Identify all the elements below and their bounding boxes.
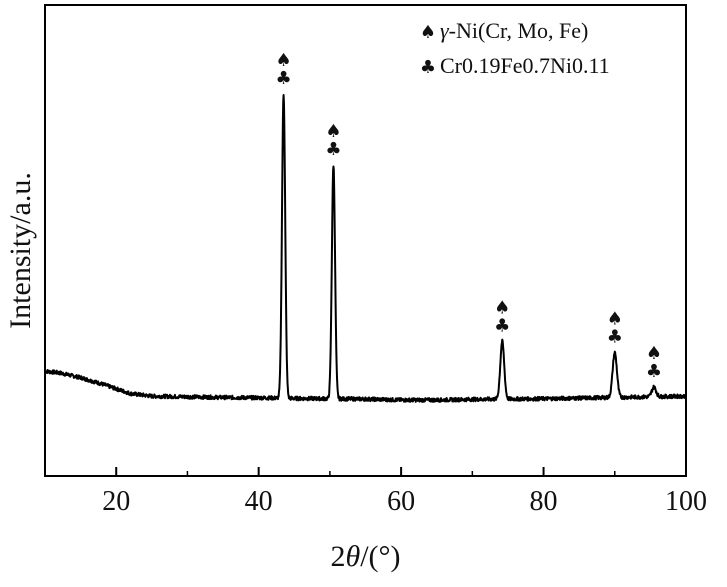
spade-icon: ♠ — [420, 22, 436, 43]
xrd-pattern-line — [44, 94, 687, 403]
x-tick-label-60: 60 — [387, 486, 415, 517]
spade-icon-peak-3: ♠ — [494, 297, 510, 318]
spade-icon-peak-4: ♠ — [607, 309, 623, 330]
axis-labels: 2θ/(°) Intensity/a.u. — [4, 172, 401, 573]
club-icon-peak-4: ♣ — [607, 327, 623, 348]
club-icon-peak-2: ♣ — [325, 139, 341, 160]
y-axis-title: Intensity/a.u. — [4, 172, 37, 329]
legend-label-1: γ-Ni(Cr, Mo, Fe) — [440, 18, 588, 43]
spade-icon-peak-1: ♠ — [276, 50, 292, 71]
club-icon-peak-1: ♣ — [276, 68, 292, 89]
x-ticks: 20 40 60 80 100 — [44, 467, 707, 517]
club-icon: ♣ — [420, 57, 436, 78]
plot-border — [44, 4, 687, 477]
plot-frame — [44, 4, 687, 477]
series-layer — [44, 94, 687, 403]
peak-markers: ♠♣♠♣♠♣ ♠♣♠♣ — [276, 50, 662, 382]
x-axis-title: 2θ/(°) — [330, 540, 400, 573]
x-tick-label-20: 20 — [102, 486, 130, 517]
x-tick-label-80: 80 — [530, 486, 558, 517]
spade-icon-peak-5: ♠ — [646, 343, 662, 364]
x-tick-label-40: 40 — [245, 486, 273, 517]
club-icon-peak-5: ♣ — [646, 361, 662, 382]
x-tick-label-100: 100 — [665, 486, 707, 517]
legend-label-2: Cr0.19Fe0.7Ni0.11 — [440, 53, 610, 78]
legend: ♠ γ-Ni(Cr, Mo, Fe)♣ Cr0.19Fe0.7Ni0.11 — [420, 18, 610, 78]
spade-icon-peak-2: ♠ — [325, 121, 341, 142]
club-icon-peak-3: ♣ — [494, 315, 510, 336]
